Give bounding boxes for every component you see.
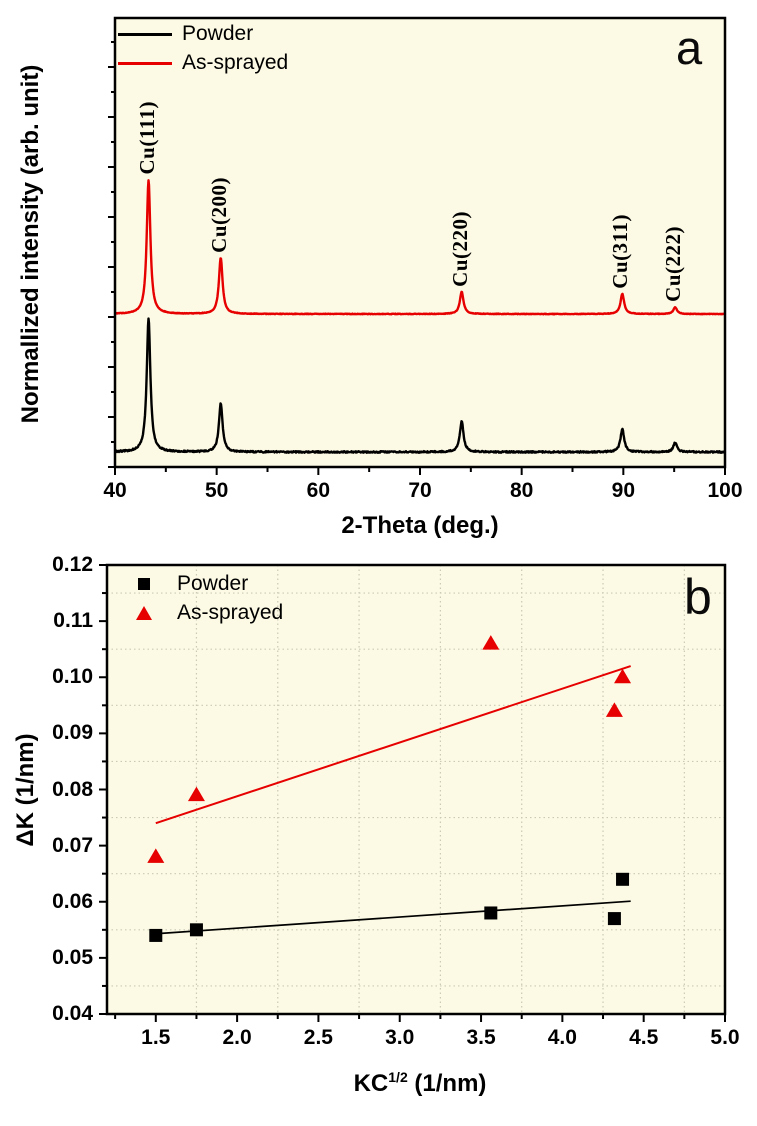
legend-item-as-sprayed: As-sprayed [133,600,283,626]
legend-label: Powder [182,22,254,45]
panel-b-y-tick-label: 0.09 [52,721,93,745]
legend-item-powder: Powder [133,571,283,597]
legend-label: As-sprayed [182,51,289,74]
panel-b-y-tick-label: 0.05 [52,945,93,969]
panel-a-letter: a [676,21,703,74]
peak-annotation-cu311: Cu(311) [608,214,633,289]
legend-item-powder: Powder [118,21,288,47]
panel-b-x-tick-label: 4.0 [547,1026,577,1049]
panel-b-x-tick-label: 5.0 [710,1026,740,1049]
panel-b-y-tick-label: 0.11 [53,609,93,633]
panel-b-legend: Powder As-sprayed [133,571,283,626]
peak-annotation-cu111: Cu(111) [134,101,159,175]
panel-a-x-tick-label: 50 [204,479,229,502]
panel-b-y-tick-label: 0.08 [52,777,93,801]
as-sprayed-triangle-marker [133,606,155,620]
panel-b-x-tick-label: 2.0 [222,1026,252,1049]
panel-a-y-axis-label: Normallized intensity (arb. unit) [17,64,44,424]
legend-item-as-sprayed: As-sprayed [118,50,288,76]
panel-b-y-tick-label: 0.06 [52,889,93,913]
peak-annotation-cu222: Cu(222) [661,226,686,303]
panel-b-letter: b [684,569,712,625]
panel-b-y-tick-label: 0.04 [52,1002,93,1025]
panel-a-x-tick-label: 70 [408,479,432,502]
as-sprayed-line-swatch [118,61,172,65]
x-label-superscript: 1/2 [388,1069,408,1085]
legend-label: Powder [177,572,249,595]
panel-a-x-tick-label: 100 [707,479,743,502]
panel-b-y-tick-label: 0.12 [52,553,93,576]
panel-a-x-axis-label: 2-Theta (deg.) [341,512,499,539]
peak-annotation-cu220: Cu(220) [447,211,472,287]
panel-b-x-tick-label: 4.5 [629,1026,659,1049]
panel-b-y-tick-label: 0.07 [52,833,93,857]
panel-a-x-tick-label: 60 [306,479,330,502]
panel-a-legend: Powder As-sprayed [118,21,288,76]
panel-a-x-tick-label: 40 [103,479,127,502]
powder-square-marker [133,578,155,590]
powder-line-swatch [118,32,172,36]
legend-label: As-sprayed [177,601,284,624]
x-label-base: KC [353,1070,389,1097]
panel-b-x-tick-label: 2.5 [303,1026,333,1049]
peak-annotation-cu200: Cu(200) [206,176,231,253]
panel-b-x-axis-label: KC1/2 (1/nm) [170,1070,670,1098]
panel-a-x-tick-label: 90 [611,479,635,502]
panel-b-x-tick-label: 3.5 [466,1026,496,1049]
panel-b-x-tick-label: 1.5 [141,1026,171,1049]
panel-b-y-tick-label: 0.10 [52,665,93,689]
x-label-unit: (1/nm) [407,1070,487,1097]
panel-b-x-tick-label: 3.0 [385,1026,415,1049]
panel-a-x-tick-label: 80 [509,479,534,502]
